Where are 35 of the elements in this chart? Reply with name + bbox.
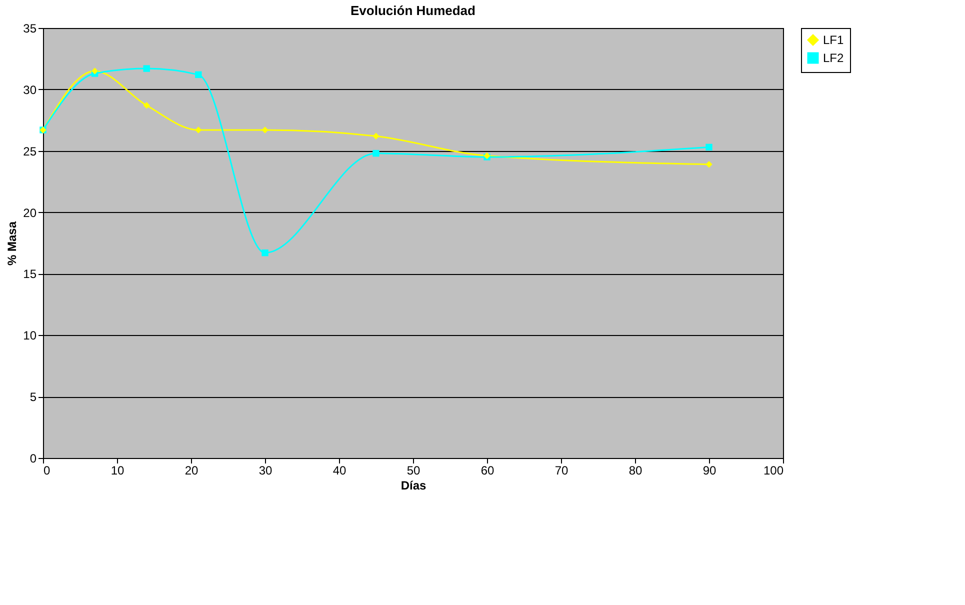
- point: [91, 68, 98, 74]
- x-tick-label: 0: [44, 464, 50, 478]
- x-axis-title: Días: [400, 478, 426, 492]
- point: [706, 144, 712, 151]
- y-axis-title: % Masa: [5, 221, 20, 266]
- point: [143, 102, 150, 109]
- legend-label: LF2: [823, 51, 844, 65]
- legend-label: LF1: [823, 33, 844, 47]
- x-tick-label: 100: [763, 464, 784, 478]
- y-tick-label: 35: [23, 22, 37, 36]
- y-tick-label: 15: [23, 267, 37, 282]
- y-tick-label: 25: [23, 144, 37, 158]
- point: [262, 249, 268, 256]
- x-tick-label: 90: [702, 464, 716, 478]
- y-tick-label: 5: [30, 390, 37, 404]
- x-tick-label: 10: [110, 464, 124, 478]
- point: [262, 126, 268, 134]
- point: [143, 65, 150, 72]
- point: [706, 161, 712, 168]
- y-tick-label: 20: [23, 206, 37, 220]
- x-tick-label: 30: [258, 464, 272, 478]
- chart-title: Evolución Humedad: [350, 3, 476, 18]
- point: [195, 126, 202, 134]
- x-tick-label: 20: [184, 464, 198, 478]
- x-tick-label: 40: [332, 464, 346, 478]
- point: [372, 150, 380, 157]
- x-tick-label: 60: [480, 464, 494, 478]
- x-tick-label: 70: [554, 464, 568, 478]
- x-tick-label: 50: [406, 464, 420, 478]
- x-tick-label: 80: [628, 464, 642, 478]
- y-tick-label: 30: [23, 82, 37, 97]
- point: [195, 71, 202, 78]
- point: [372, 132, 380, 140]
- y-tick-label: 0: [30, 452, 37, 466]
- y-tick-label: 10: [23, 328, 37, 343]
